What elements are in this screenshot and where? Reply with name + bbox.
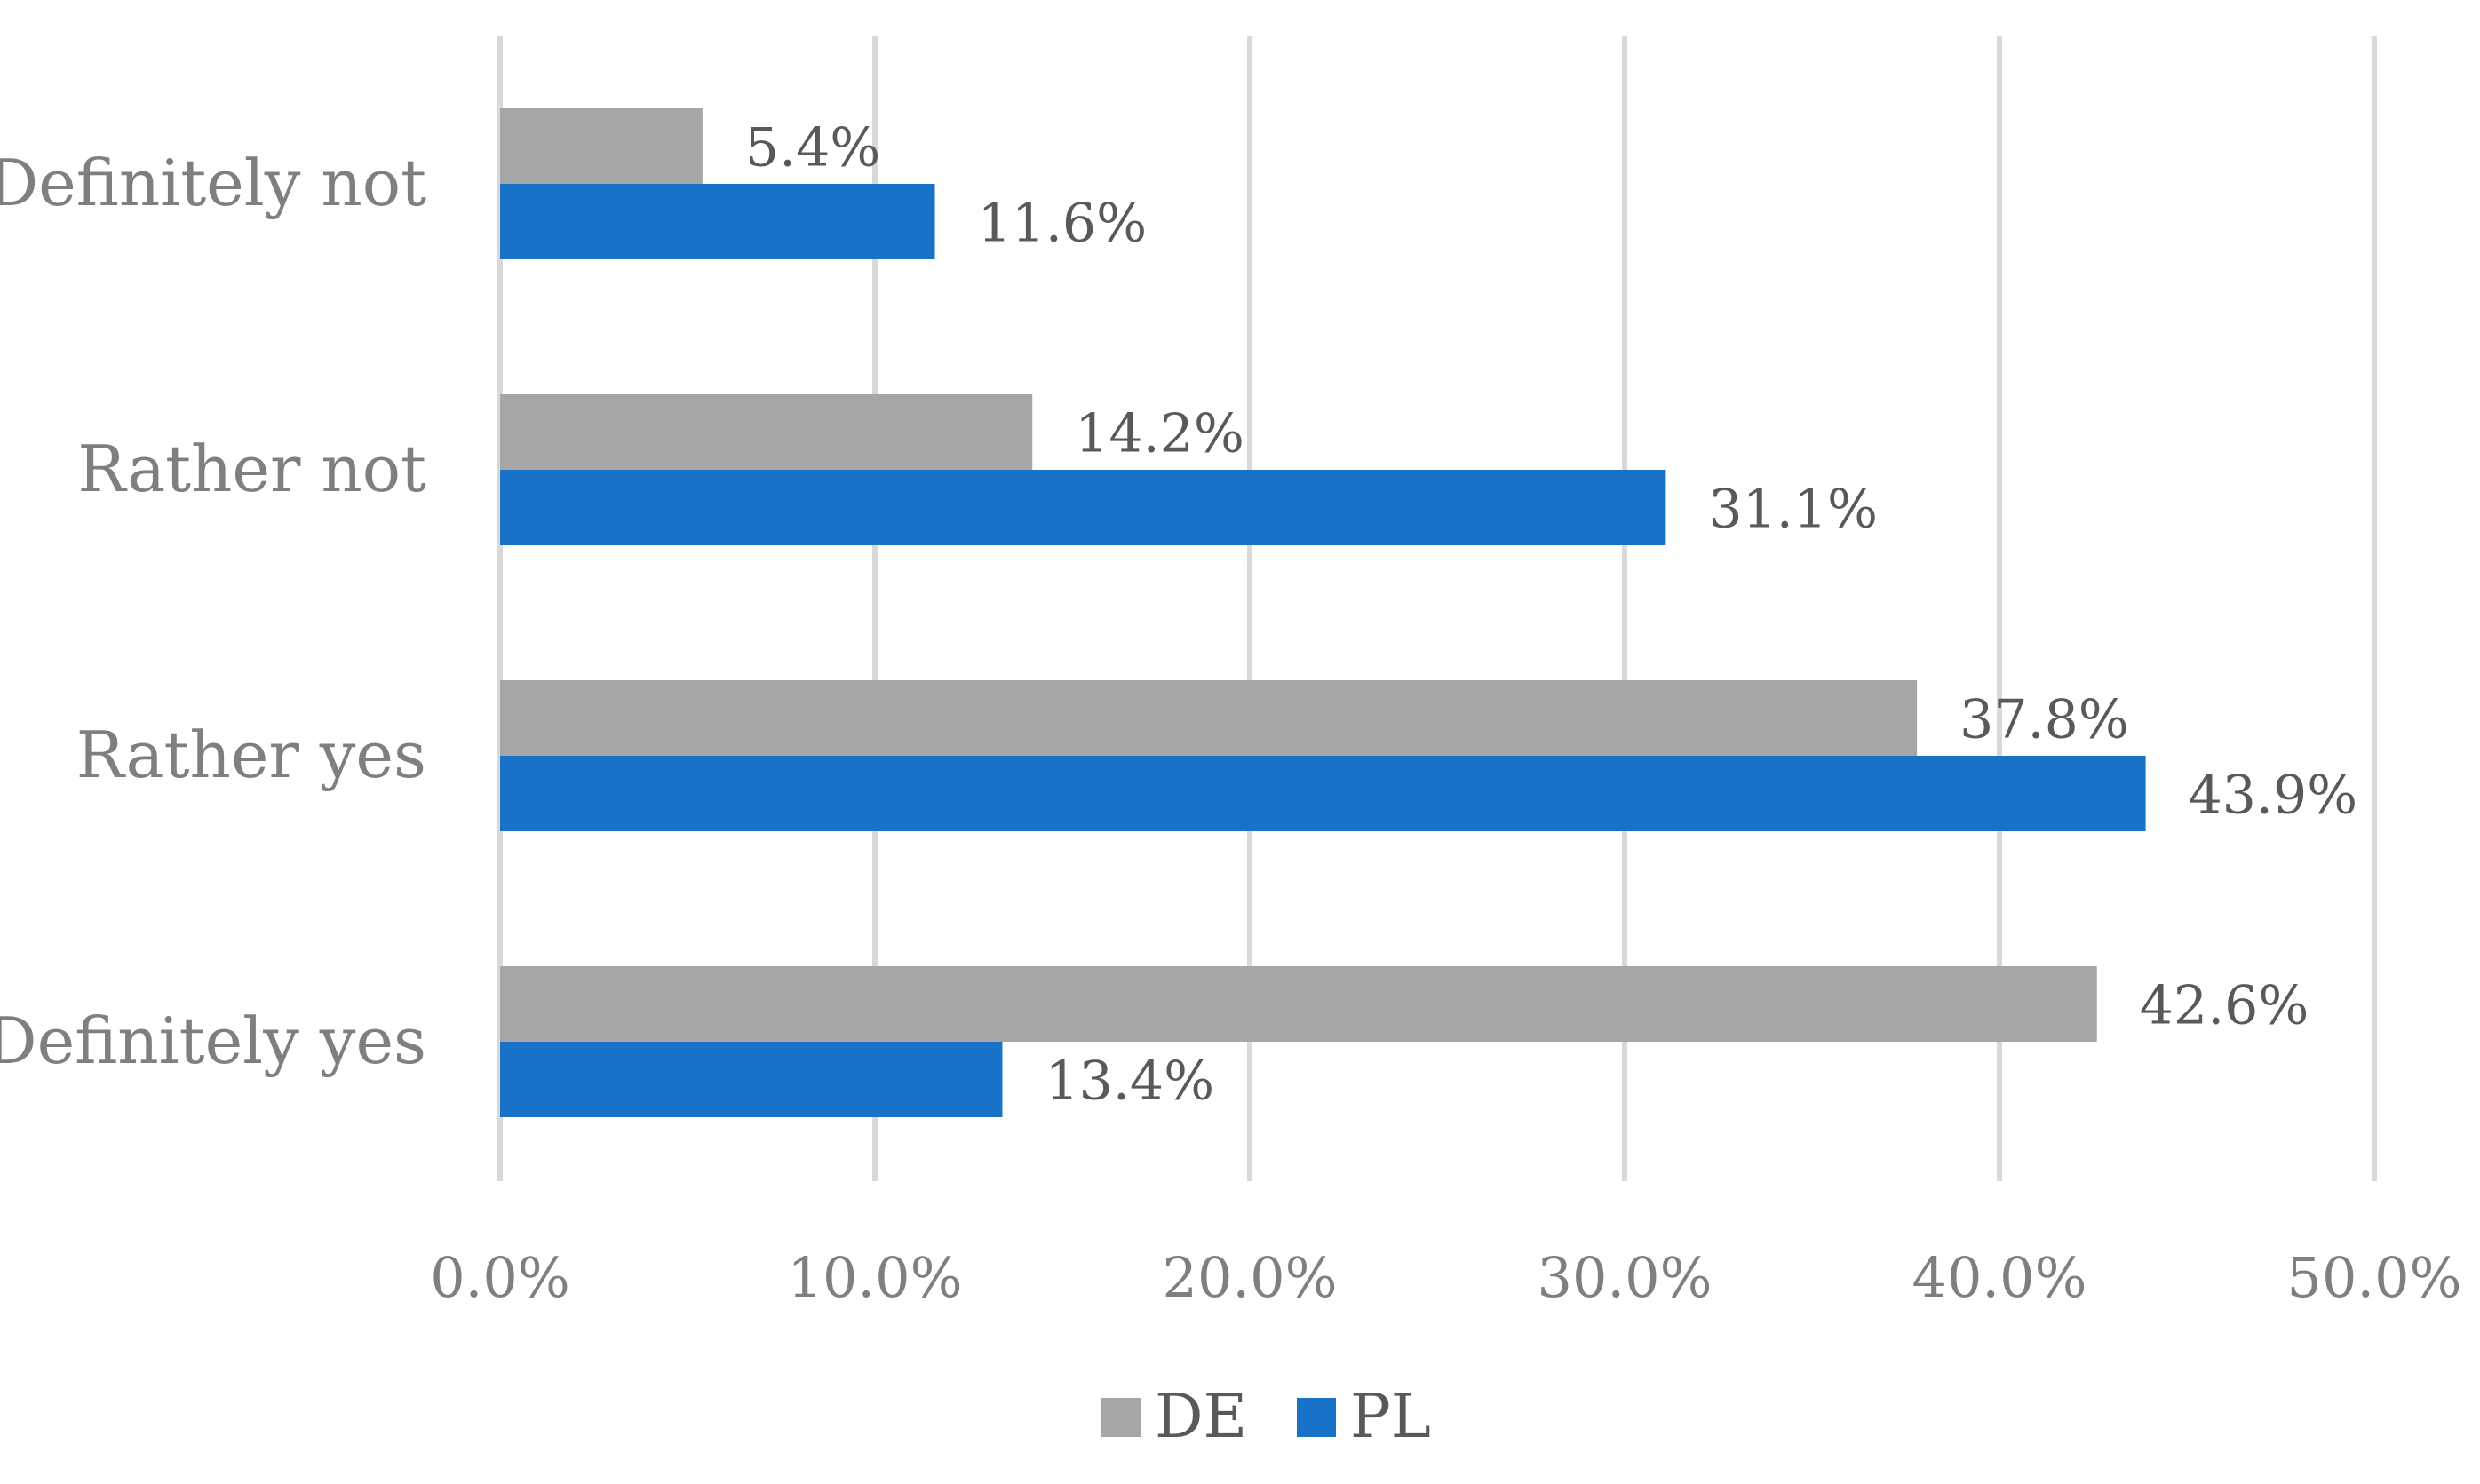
category-labels: Definitely not Rather not Rather yes Defini… [0,146,426,1078]
data-label-de: 5.4% [745,117,880,179]
legend-swatch-pl [1297,1398,1336,1437]
x-tick-label: 40.0% [1912,1245,2087,1310]
x-tick-label: 30.0% [1538,1245,1713,1310]
legend-label-pl: PL [1350,1382,1431,1452]
data-label-pl: 11.6% [978,193,1148,255]
bar-pl [500,756,2146,831]
x-tick-label: 10.0% [788,1245,963,1310]
category-label: Rather yes [76,718,426,792]
bar-de [500,680,1918,756]
data-label-pl: 31.1% [1708,479,1878,541]
x-tick-label: 20.0% [1163,1245,1338,1310]
category-label: Definitely yes [0,1004,426,1078]
bar-pl [500,470,1666,545]
data-label-de: 37.8% [1959,689,2129,751]
data-label-pl: 13.4% [1045,1051,1214,1113]
category-label: Definitely not [0,146,426,220]
legend: DE PL [1101,1382,1431,1452]
data-label-de: 42.6% [2140,975,2309,1037]
x-tick-label: 0.0% [430,1245,570,1310]
bar-pl [500,1042,1003,1117]
data-label-de: 14.2% [1075,403,1244,465]
data-label-pl: 43.9% [2189,765,2358,827]
data-labels: 5.4% 11.6% 14.2% 31.1% 37.8% 43.9% 42.6% 13.4% [745,117,2357,1113]
legend-swatch-de [1101,1398,1141,1437]
bars [500,108,2146,1117]
bar-de [500,966,2097,1042]
x-tick-label: 50.0% [2287,1245,2462,1310]
bar-pl [500,184,935,259]
x-tick-labels: 0.0% 10.0% 20.0% 30.0% 40.0% 50.0% [430,1245,2461,1310]
bar-de [500,394,1033,470]
bar-de [500,108,703,184]
legend-label-de: DE [1155,1382,1247,1452]
category-label: Rather not [77,432,426,506]
